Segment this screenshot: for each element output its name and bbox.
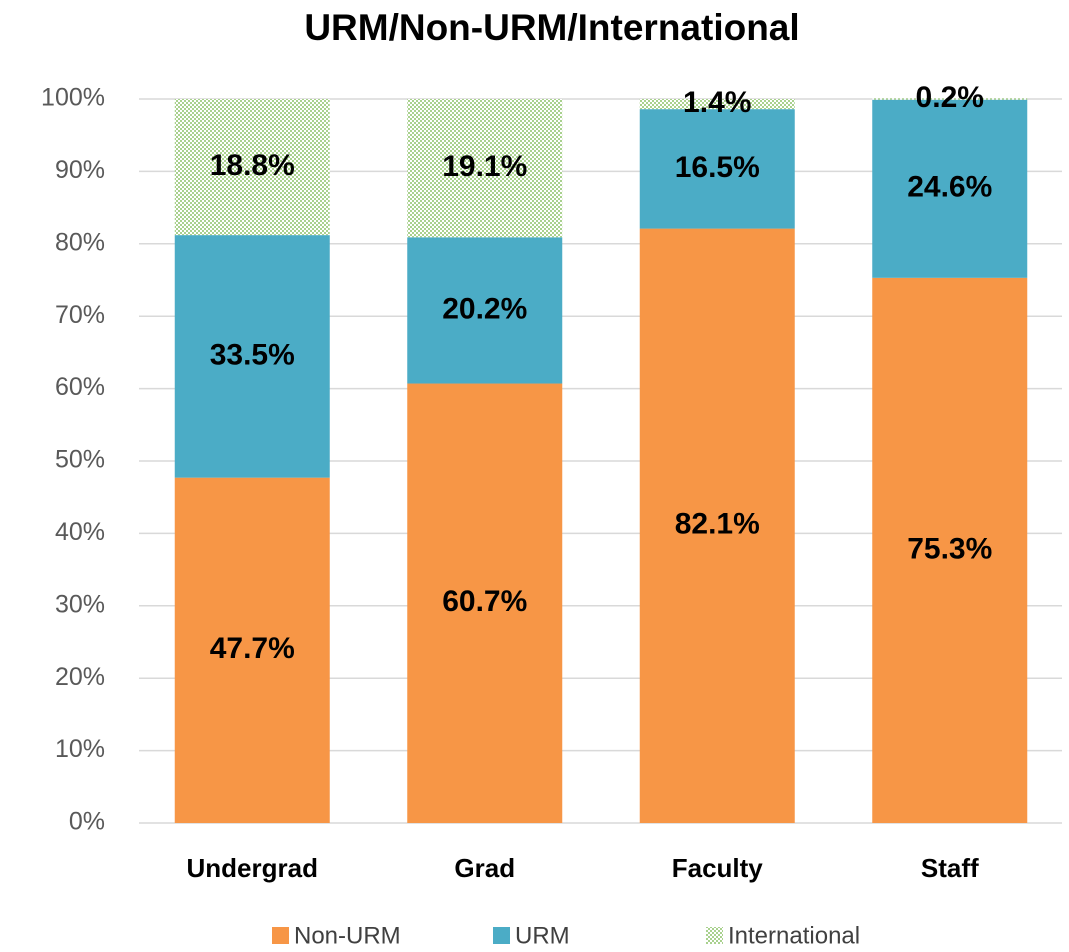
data-label: 33.5% (210, 338, 295, 371)
legend-label: Non-URM (294, 922, 401, 949)
bar-segment (174, 477, 330, 823)
y-tick-label: 70% (55, 301, 105, 329)
legend-swatch (706, 927, 723, 944)
data-label: 24.6% (907, 171, 992, 204)
data-label: 1.4% (683, 86, 751, 119)
bar-segment (407, 237, 563, 384)
bar-segment (872, 99, 1028, 278)
x-tick-label: Faculty (672, 853, 764, 883)
bar-segment (407, 99, 563, 238)
bar-segment (639, 228, 795, 823)
data-label: 20.2% (442, 292, 527, 325)
y-tick-label: 0% (69, 808, 105, 836)
bar-segment (639, 109, 795, 229)
bar-segment (872, 277, 1028, 823)
y-tick-label: 20% (55, 663, 105, 691)
data-label: 75.3% (907, 532, 992, 565)
data-label: 82.1% (675, 508, 760, 541)
data-label: 18.8% (210, 149, 295, 182)
y-tick-label: 30% (55, 590, 105, 618)
legend-swatch (272, 927, 289, 944)
bar-segment (174, 235, 330, 478)
legend-label: URM (515, 922, 570, 949)
data-label: 16.5% (675, 151, 760, 184)
y-tick-label: 80% (55, 228, 105, 256)
x-tick-label: Undergrad (187, 853, 318, 883)
data-label: 0.2% (916, 81, 984, 114)
bar-segment (872, 98, 1028, 100)
chart-title: URM/Non-URM/International (304, 7, 799, 48)
bar-segment (639, 99, 795, 110)
y-tick-label: 100% (41, 84, 105, 112)
x-tick-label: Grad (454, 853, 515, 883)
x-tick-label: Staff (921, 853, 979, 883)
bar-segment (174, 99, 330, 236)
y-tick-label: 90% (55, 156, 105, 184)
data-label: 47.7% (210, 632, 295, 665)
legend-label: International (728, 922, 860, 949)
data-label: 19.1% (442, 150, 527, 183)
y-tick-label: 50% (55, 446, 105, 474)
bar-segment (407, 383, 563, 823)
data-label: 60.7% (442, 585, 527, 618)
y-tick-label: 40% (55, 518, 105, 546)
y-tick-label: 60% (55, 373, 105, 401)
legend-swatch (493, 927, 510, 944)
y-tick-label: 10% (55, 735, 105, 763)
